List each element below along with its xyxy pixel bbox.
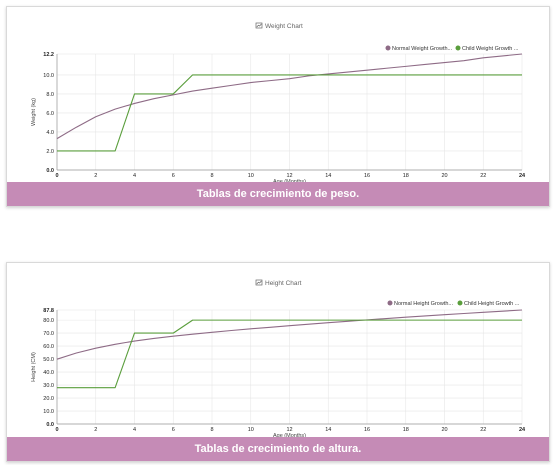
- legend-swatch: [457, 300, 463, 306]
- normal-growth-line: [56, 53, 523, 140]
- line-chart-icon: [255, 279, 263, 286]
- x-tick-label: 0: [55, 427, 58, 433]
- y-tick-label: 87.8: [43, 308, 54, 314]
- y-tick-label: 10.0: [43, 73, 54, 79]
- chart-ticks: 0 2 4 6 8 10 12 14 16 18 20 22 240.010.020.030.040.0…: [43, 308, 526, 433]
- y-tick-label: 70.0: [43, 331, 54, 337]
- chart-legend: Normal Weight Growth... Child Weight Grow…: [385, 45, 519, 52]
- x-tick-label: 6: [172, 173, 175, 179]
- x-tick-label: 12: [286, 427, 292, 433]
- legend-label: Child Height Growth ...: [464, 301, 520, 307]
- legend-swatch: [455, 45, 461, 51]
- weight-chart-banner: Tablas de crecimiento de peso.: [7, 182, 549, 206]
- legend-label: Child Weight Growth ...: [462, 46, 519, 52]
- y-tick-label: 20.0: [43, 396, 54, 402]
- x-tick-label: 14: [325, 427, 331, 433]
- x-tick-label: 10: [248, 427, 254, 433]
- line-chart-icon: [255, 22, 263, 29]
- x-tick-label: 22: [480, 173, 486, 179]
- chart-title-group: Weight Chart: [255, 22, 303, 30]
- y-tick-label: 40.0: [43, 370, 54, 376]
- x-axis-label: Age (Months): [273, 179, 306, 183]
- legend-swatch: [387, 300, 393, 306]
- y-tick-label: 4.0: [46, 130, 54, 136]
- y-tick-label: 60.0: [43, 344, 54, 350]
- x-tick-label: 2: [94, 173, 97, 179]
- chart-title-group: Height Chart: [255, 279, 302, 287]
- y-tick-label: 6.0: [46, 111, 54, 117]
- chart-grid: [56, 309, 523, 425]
- x-tick-label: 4: [133, 427, 136, 433]
- x-tick-label: 6: [172, 427, 175, 433]
- y-tick-label: 30.0: [43, 383, 54, 389]
- child-growth-line: [57, 74, 522, 152]
- y-axis-label: Height (CM): [31, 352, 37, 382]
- weight-chart: Weight Chart Normal Weight Growth... Child…: [31, 22, 526, 183]
- x-tick-label: 20: [441, 173, 447, 179]
- x-tick-label: 0: [55, 173, 58, 179]
- weight-chart-card: Weight Chart Normal Weight Growth... Child…: [6, 6, 550, 207]
- x-tick-label: 22: [480, 427, 486, 433]
- x-tick-label: 16: [364, 427, 370, 433]
- y-tick-label: 0.0: [46, 168, 54, 174]
- normal-growth-line: [56, 309, 523, 360]
- x-tick-label: 18: [403, 173, 409, 179]
- legend-label: Normal Height Growth...: [394, 301, 453, 307]
- legend-swatch: [385, 45, 391, 51]
- chart-title: Height Chart: [265, 280, 302, 287]
- x-tick-label: 8: [210, 173, 213, 179]
- x-tick-label: 4: [133, 173, 136, 179]
- y-tick-label: 8.0: [46, 92, 54, 98]
- x-tick-label: 16: [364, 173, 370, 179]
- height-chart: Height Chart Normal Height Growth... Child…: [31, 279, 526, 438]
- x-tick-label: 2: [94, 427, 97, 433]
- y-tick-label: 12.2: [43, 52, 54, 58]
- x-tick-label: 24: [519, 173, 526, 179]
- x-tick-label: 14: [325, 173, 331, 179]
- chart-title: Weight Chart: [265, 23, 303, 30]
- chart-legend: Normal Height Growth... Child Height Grow…: [387, 300, 520, 307]
- chart-grid: [56, 53, 523, 171]
- y-axis-label: Weight (kg): [31, 98, 37, 126]
- y-tick-label: 10.0: [43, 409, 54, 415]
- chart-ticks: 0 2 4 6 8 10 12 14 16 18 20 22 240.02.04.06.08.010.0…: [43, 52, 526, 179]
- legend-label: Normal Weight Growth...: [392, 46, 453, 52]
- y-tick-label: 2.0: [46, 149, 54, 155]
- height-chart-banner: Tablas de crecimiento de altura.: [7, 437, 549, 461]
- x-tick-label: 12: [286, 173, 292, 179]
- y-tick-label: 0.0: [46, 422, 54, 428]
- x-tick-label: 8: [210, 427, 213, 433]
- x-tick-label: 18: [403, 427, 409, 433]
- x-tick-label: 24: [519, 427, 526, 433]
- child-growth-line: [57, 319, 522, 389]
- x-axis-label: Age (Months): [273, 433, 306, 438]
- x-tick-label: 10: [248, 173, 254, 179]
- y-tick-label: 50.0: [43, 357, 54, 363]
- height-chart-card: Height Chart Normal Height Growth... Child…: [6, 262, 550, 462]
- x-tick-label: 20: [441, 427, 447, 433]
- y-tick-label: 80.0: [43, 318, 54, 324]
